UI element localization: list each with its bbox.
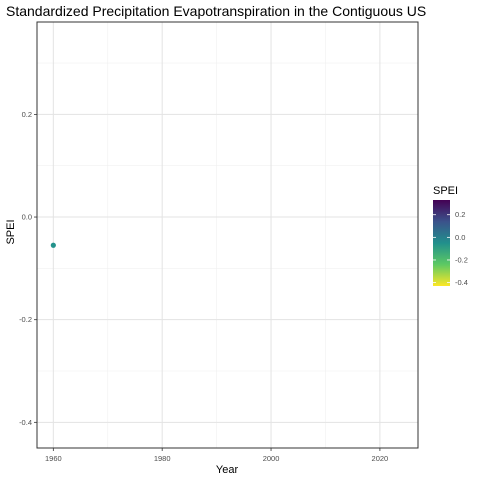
- color-bar-label: -0.2: [455, 255, 468, 264]
- x-axis-label: Year: [216, 464, 239, 476]
- color-bar-label: 0.2: [455, 210, 465, 219]
- plot-panel: [37, 22, 418, 448]
- chart-title: Standardized Precipitation Evapotranspir…: [6, 3, 426, 19]
- color-legend: SPEI 0.2 0.0 -0.2 -0.4: [433, 185, 468, 287]
- legend-title: SPEI: [433, 185, 458, 197]
- y-tick-label: 0.2: [22, 110, 32, 119]
- x-tick-label: 1980: [154, 454, 171, 463]
- color-bar-label: -0.4: [455, 278, 468, 287]
- color-bar-label: 0.0: [455, 233, 465, 242]
- y-tick-label: 0.0: [22, 213, 32, 222]
- color-bar: [433, 200, 450, 286]
- y-axis-label: SPEI: [5, 219, 17, 244]
- y-tick-label: -0.2: [19, 315, 32, 324]
- y-tick-label: -0.4: [19, 418, 32, 427]
- x-tick-label: 1960: [45, 454, 62, 463]
- x-tick-label: 2000: [263, 454, 280, 463]
- x-tick-label: 2020: [372, 454, 389, 463]
- plot-border: [36, 21, 419, 449]
- data-point: [50, 242, 56, 248]
